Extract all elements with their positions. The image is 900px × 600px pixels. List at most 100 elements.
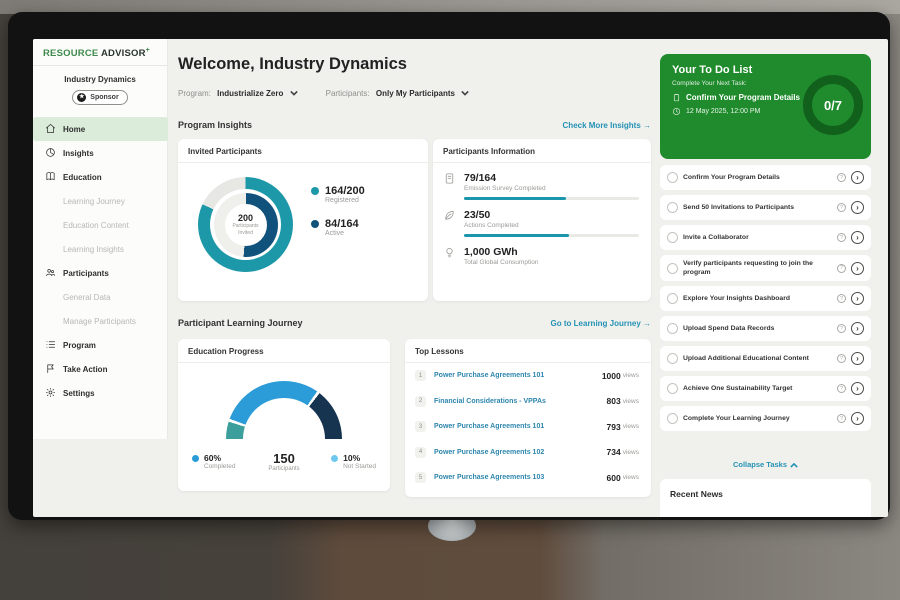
checkbox-icon[interactable]	[667, 323, 678, 335]
chevron-right-icon[interactable]: ›	[851, 412, 864, 426]
chevron-right-icon[interactable]: ›	[851, 231, 864, 244]
go-to-learning-journey-link[interactable]: Go to Learning Journey →	[550, 318, 651, 328]
program-filter-value: Industrialize Zero	[217, 89, 284, 98]
chevron-right-icon[interactable]: ›	[851, 201, 864, 214]
section-title: Participant Learning Journey	[178, 318, 303, 328]
task-row[interactable]: Invite a Collaborator ? ›	[660, 225, 871, 250]
sidebar-item-label: General Data	[63, 292, 111, 302]
help-icon[interactable]: ?	[837, 324, 846, 334]
sidebar-item-insights[interactable]: Insights	[33, 141, 168, 165]
task-row[interactable]: Achieve One Sustainability Target ? ›	[660, 376, 871, 402]
donut-center-value: 200	[237, 213, 254, 223]
sponsor-badge[interactable]: ★ Sponsor	[72, 90, 128, 106]
lesson-rank: 5	[415, 472, 426, 484]
help-icon[interactable]: ?	[837, 203, 846, 212]
sidebar-item-label: Education Content	[63, 220, 129, 230]
chevron-right-icon[interactable]: ›	[851, 261, 864, 275]
task-row[interactable]: Send 50 Invitations to Participants ? ›	[660, 195, 871, 220]
sidebar-item-home[interactable]: Home	[33, 117, 168, 141]
stat-emission-survey: 79/164 Emission Survey Completed	[433, 163, 651, 200]
education-progress-card: Education Progress 150 Participants 60% …	[178, 339, 390, 497]
chevron-right-icon[interactable]: ›	[851, 171, 864, 184]
checkbox-icon[interactable]	[667, 293, 678, 305]
chevron-right-icon[interactable]: ›	[851, 352, 864, 366]
check-more-insights-link[interactable]: Check More Insights →	[562, 120, 651, 130]
help-icon[interactable]: ?	[837, 384, 846, 394]
sidebar-item-education[interactable]: Education	[33, 165, 168, 189]
sidebar-item-participants[interactable]: Participants	[33, 261, 168, 285]
lesson-link[interactable]: Power Purchase Agreements 103	[434, 474, 545, 482]
lesson-link[interactable]: Power Purchase Agreements 101	[434, 372, 545, 380]
stat-global-consumption: 1,000 GWh Total Global Consumption	[433, 237, 651, 266]
task-row[interactable]: Explore Your Insights Dashboard ? ›	[660, 286, 871, 312]
help-icon[interactable]: ?	[837, 233, 846, 242]
home-icon	[45, 123, 56, 136]
logo-secondary: ADVISOR	[100, 48, 146, 60]
todo-progress-ring: 0/7	[803, 75, 863, 135]
sidebar-item-learning-insights[interactable]: Learning Insights	[33, 237, 168, 261]
todo-next-task-label: Confirm Your Program Details	[686, 93, 800, 102]
progress-bar-track	[464, 197, 639, 200]
bulb-icon	[443, 246, 456, 266]
sidebar-item-program[interactable]: Program	[33, 333, 168, 357]
legend-label: Registered	[325, 197, 359, 204]
help-icon[interactable]: ?	[837, 414, 846, 424]
lesson-rank: 3	[415, 421, 426, 433]
todo-next-task: Confirm Your Program Details	[672, 93, 871, 102]
task-row[interactable]: Upload Additional Educational Content ? …	[660, 346, 871, 372]
help-icon[interactable]: ?	[837, 294, 846, 304]
stat-value: 1,000 GWh	[464, 246, 518, 258]
checkbox-icon[interactable]	[667, 232, 678, 243]
monitor-bezel: RESOURCE ADVISOR+ Industry Dynamics ★ Sp…	[8, 12, 890, 520]
sidebar-item-education-content[interactable]: Education Content	[33, 213, 168, 237]
participants-information-card: Participants Information 79/164 Emission…	[433, 139, 651, 301]
lesson-row: 3 Power Purchase Agreements 101 793 view…	[405, 414, 651, 440]
flag-icon	[45, 363, 56, 376]
task-row[interactable]: Verify participants requesting to join t…	[660, 255, 871, 282]
lesson-link[interactable]: Power Purchase Agreements 101	[434, 423, 545, 431]
legend-label: Not Started	[343, 463, 376, 470]
todo-due: 12 May 2025, 12:00 PM	[672, 107, 871, 116]
program-filter[interactable]: Program: Industrialize Zero	[178, 89, 298, 98]
legend-dot	[311, 220, 319, 228]
chevron-right-icon[interactable]: ›	[851, 382, 864, 396]
help-icon[interactable]: ?	[837, 354, 846, 364]
sidebar-item-learning-journey[interactable]: Learning Journey	[33, 189, 168, 213]
todo-summary-card: Your To Do List Complete Your Next Task:…	[660, 54, 871, 159]
lesson-link[interactable]: Financial Considerations - VPPAs	[434, 397, 546, 405]
checkbox-icon[interactable]	[667, 383, 678, 395]
checkbox-icon[interactable]	[667, 172, 678, 183]
sidebar-item-general-data[interactable]: General Data	[33, 285, 168, 309]
invited-participants-card: Invited Participants 200 Participants In…	[178, 139, 428, 301]
book-icon	[45, 171, 56, 184]
chevron-right-icon[interactable]: ›	[851, 322, 864, 336]
sidebar-item-settings[interactable]: Settings	[33, 381, 168, 405]
chevron-up-icon	[790, 462, 798, 468]
sidebar-item-take-action[interactable]: Take Action	[33, 357, 168, 381]
chevron-right-icon[interactable]: ›	[851, 292, 864, 306]
legend-value: 10%	[343, 453, 361, 463]
lesson-link[interactable]: Power Purchase Agreements 102	[434, 448, 545, 456]
sponsor-badge-icon: ★	[77, 93, 87, 103]
sidebar-item-manage-participants[interactable]: Manage Participants	[33, 309, 168, 333]
checkbox-icon[interactable]	[667, 353, 678, 365]
page-title: Welcome, Industry Dynamics	[178, 55, 407, 73]
org-name: Industry Dynamics	[64, 75, 136, 85]
task-row[interactable]: Upload Spend Data Records ? ›	[660, 316, 871, 342]
lesson-row: 4 Power Purchase Agreements 102 734 view…	[405, 440, 651, 466]
collapse-tasks-link[interactable]: Collapse Tasks	[660, 460, 871, 469]
checkbox-icon[interactable]	[667, 413, 678, 425]
task-label: Invite a Collaborator	[683, 233, 749, 241]
sidebar-item-label: Participants	[63, 268, 109, 278]
checkbox-icon[interactable]	[667, 262, 678, 274]
dashboard-screen: RESOURCE ADVISOR+ Industry Dynamics ★ Sp…	[33, 39, 888, 517]
chevron-down-icon	[289, 89, 298, 98]
actions-icon	[443, 209, 456, 237]
participants-filter[interactable]: Participants: Only My Participants	[326, 89, 470, 98]
help-icon[interactable]: ?	[837, 263, 846, 273]
task-row[interactable]: Confirm Your Program Details ? ›	[660, 165, 871, 190]
help-icon[interactable]: ?	[837, 173, 846, 182]
sidebar-item-label: Program	[63, 340, 96, 350]
checkbox-icon[interactable]	[667, 202, 678, 213]
task-row[interactable]: Complete Your Learning Journey ? ›	[660, 406, 871, 432]
